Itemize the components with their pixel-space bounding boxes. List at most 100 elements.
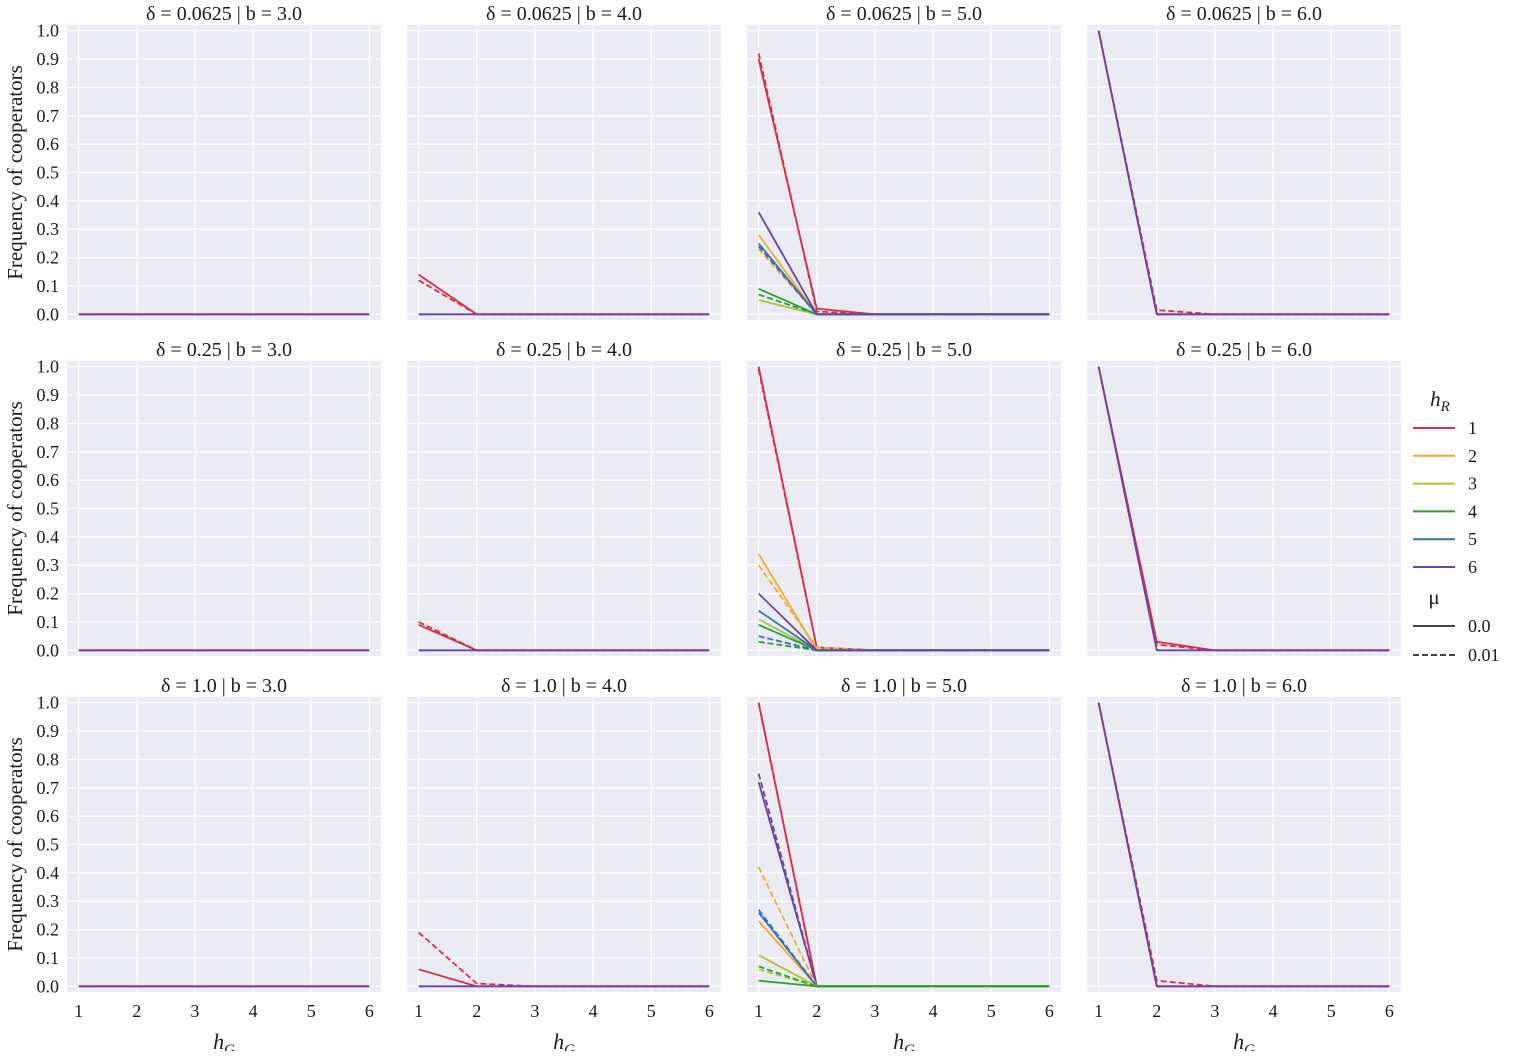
y-tick-label: 0.7 xyxy=(37,778,60,798)
x-tick-label: 2 xyxy=(1152,1001,1161,1021)
y-tick-label: 0.8 xyxy=(37,413,60,433)
panel-title: δ = 0.25 | b = 6.0 xyxy=(1176,339,1312,361)
legend-hue-label: 2 xyxy=(1468,446,1477,466)
x-axis-label-base: h xyxy=(1233,1029,1244,1051)
x-tick-label: 4 xyxy=(1269,1001,1278,1021)
legend-hue-title-sub: R xyxy=(1440,399,1450,415)
y-axis-label: Frequency of cooperators xyxy=(3,65,27,280)
x-tick-label: 2 xyxy=(472,1001,481,1021)
panel-title: δ = 1.0 | b = 6.0 xyxy=(1181,675,1307,697)
x-tick-label: 5 xyxy=(647,1001,656,1021)
y-tick-label: 0.5 xyxy=(37,835,60,855)
x-tick-label: 1 xyxy=(754,1001,763,1021)
x-tick-label: 5 xyxy=(307,1001,316,1021)
x-axis-label-sub: G xyxy=(564,1042,575,1051)
x-tick-label: 3 xyxy=(870,1001,879,1021)
panel-title: δ = 1.0 | b = 5.0 xyxy=(841,675,967,697)
x-tick-label: 4 xyxy=(589,1001,598,1021)
y-tick-label: 0.9 xyxy=(37,49,60,69)
x-axis-label: hG xyxy=(893,1029,915,1051)
y-tick-label: 0.8 xyxy=(37,77,60,97)
panel-title: δ = 0.25 | b = 3.0 xyxy=(156,339,292,361)
panel-title: δ = 0.0625 | b = 3.0 xyxy=(146,3,302,25)
x-tick-label: 6 xyxy=(365,1001,374,1021)
y-tick-label: 0.1 xyxy=(37,276,60,296)
y-tick-label: 0.5 xyxy=(37,499,60,519)
x-axis-label: hG xyxy=(1233,1029,1255,1051)
y-axis-label: Frequency of cooperators xyxy=(3,401,27,616)
y-tick-label: 0.2 xyxy=(37,920,60,940)
y-tick-label: 0.3 xyxy=(37,219,60,239)
facet-panel: δ = 1.0 | b = 5.0 1 2 3 4 5 6 hG xyxy=(747,675,1061,1056)
y-tick-label: 0.0 xyxy=(37,304,60,324)
y-tick-label: 0.2 xyxy=(37,584,60,604)
panel-title: δ = 0.0625 | b = 5.0 xyxy=(826,3,982,25)
y-tick-label: 0.7 xyxy=(37,442,60,462)
y-tick-label: 0.9 xyxy=(37,385,60,405)
series-line-hR6-mu0_0 xyxy=(1097,702,1390,988)
x-tick-label: 4 xyxy=(929,1001,938,1021)
y-tick-label: 0.1 xyxy=(37,948,60,968)
y-tick-label: 0.6 xyxy=(37,806,60,826)
legend-hue-label: 1 xyxy=(1468,418,1477,438)
y-tick-label: 1.0 xyxy=(37,357,60,377)
panel-title: δ = 1.0 | b = 3.0 xyxy=(161,675,287,697)
x-tick-label: 1 xyxy=(74,1001,83,1021)
series-line-hR6-mu0_0 xyxy=(757,211,1050,316)
y-tick-label: 0.3 xyxy=(37,891,60,911)
y-tick-label: 0.4 xyxy=(37,527,60,547)
y-tick-label: 0.8 xyxy=(37,749,60,769)
legend-style-label: 0.01 xyxy=(1468,645,1500,665)
x-tick-label: 2 xyxy=(812,1001,821,1021)
legend-style-title: μ xyxy=(1428,585,1439,609)
x-tick-label: 3 xyxy=(530,1001,539,1021)
y-tick-label: 0.1 xyxy=(37,612,60,632)
y-tick-label: 0.4 xyxy=(37,863,60,883)
y-axis-label: Frequency of cooperators xyxy=(3,737,27,952)
x-tick-label: 2 xyxy=(132,1001,141,1021)
x-tick-label: 3 xyxy=(190,1001,199,1021)
facet-panel: δ = 1.0 | b = 4.0 1 2 3 4 5 6 hG xyxy=(407,675,721,1056)
x-tick-label: 5 xyxy=(987,1001,996,1021)
x-axis-label-base: h xyxy=(893,1029,904,1051)
y-tick-label: 0.5 xyxy=(37,163,60,183)
legend-hue-label: 6 xyxy=(1468,557,1477,577)
x-tick-label: 4 xyxy=(249,1001,258,1021)
legend-hue-label: 3 xyxy=(1468,474,1477,494)
legend-hue-label: 4 xyxy=(1468,501,1477,521)
x-tick-label: 6 xyxy=(705,1001,714,1021)
x-tick-label: 6 xyxy=(1385,1001,1394,1021)
facet-panel: δ = 0.25 | b = 6.0 xyxy=(1087,339,1401,656)
series-line-hR6-mu0_0 xyxy=(758,592,1050,652)
y-tick-label: 0.7 xyxy=(37,106,60,126)
legend-hue-label: 5 xyxy=(1468,529,1477,549)
series-line-hR6-mu0_0 xyxy=(1097,30,1390,316)
facet-panel: δ = 0.25 | b = 4.0 xyxy=(407,339,721,656)
x-tick-label: 5 xyxy=(1327,1001,1336,1021)
legend: hR 1 2 3 4 5 6 μ 0.0 0.01 xyxy=(1413,387,1500,665)
x-axis-label-sub: G xyxy=(224,1042,235,1051)
facet-panel: δ = 0.25 | b = 3.0 0.0 0.1 0.2 0.3 0.4 0.5 0.6 0… xyxy=(3,339,381,660)
facet-panel: δ = 0.0625 | b = 5.0 xyxy=(747,3,1061,320)
series-line-hR4-mu0_0 xyxy=(758,979,1050,988)
x-tick-label: 1 xyxy=(1094,1001,1103,1021)
facet-panel: δ = 1.0 | b = 3.0 0.0 0.1 0.2 0.3 0.4 0.5 0.6 0.… xyxy=(3,675,381,1056)
facet-panel: δ = 0.0625 | b = 4.0 xyxy=(407,3,721,320)
x-tick-label: 6 xyxy=(1045,1001,1054,1021)
x-axis-label-sub: G xyxy=(904,1042,915,1051)
y-tick-label: 0.9 xyxy=(37,721,60,741)
y-tick-label: 0.6 xyxy=(37,470,60,490)
facet-panel: δ = 0.0625 | b = 6.0 xyxy=(1087,3,1401,320)
facet-panel: δ = 1.0 | b = 6.0 1 2 3 4 5 6 hG xyxy=(1087,675,1401,1056)
x-axis-label-base: h xyxy=(553,1029,564,1051)
facet-panel: δ = 0.0625 | b = 3.0 0.0 0.1 0.2 0.3 0.4 0.5 0.… xyxy=(3,3,381,324)
y-tick-label: 0.4 xyxy=(37,191,60,211)
y-tick-label: 1.0 xyxy=(37,693,60,713)
y-tick-label: 0.2 xyxy=(37,248,60,268)
x-axis-label-base: h xyxy=(213,1029,224,1051)
y-tick-label: 1.0 xyxy=(37,21,60,41)
legend-style-label: 0.0 xyxy=(1468,616,1491,636)
facet-panel: δ = 0.25 | b = 5.0 xyxy=(747,339,1061,656)
x-axis-label-sub: G xyxy=(1244,1042,1255,1051)
legend-hue-title: hR xyxy=(1430,387,1450,415)
